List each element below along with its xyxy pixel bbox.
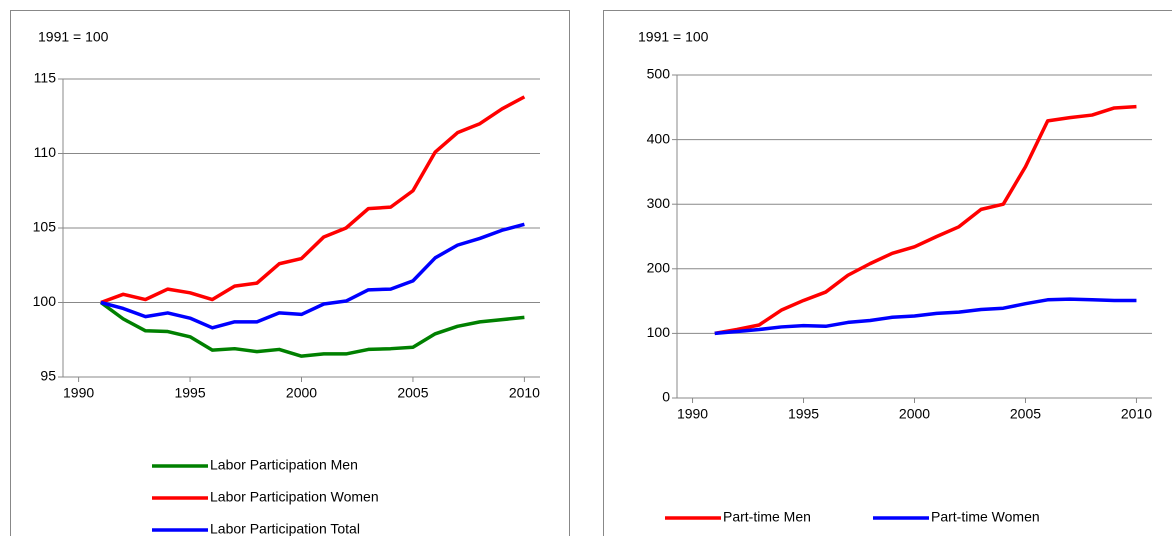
legend-label: Part-time Men (723, 509, 811, 525)
series-line (714, 104, 1137, 336)
legend-label: Labor Participation Men (210, 457, 358, 473)
x-tick-label: 2005 (397, 385, 428, 401)
chart-frame (10, 10, 570, 536)
legend-label: Labor Participation Total (210, 521, 360, 536)
x-tick-label: 1990 (63, 385, 94, 401)
x-tick-label: 2010 (509, 385, 540, 401)
x-tick-label: 1995 (788, 406, 819, 422)
y-tick-label: 500 (647, 66, 671, 82)
x-tick-label: 1995 (174, 385, 205, 401)
legend-label: Part-time Women (931, 509, 1040, 525)
x-tick-label: 2000 (286, 385, 317, 401)
x-tick-label: 2010 (1121, 406, 1152, 422)
legend-label: Labor Participation Women (210, 489, 379, 505)
y-tick-label: 100 (647, 324, 671, 340)
y-tick-label: 95 (40, 368, 56, 384)
y-tick-label: 200 (647, 260, 671, 276)
y-tick-label: 300 (647, 195, 671, 211)
y-axis-label: 1991 = 100 (638, 29, 709, 45)
y-tick-label: 110 (34, 144, 57, 160)
y-axis-label: 1991 = 100 (38, 29, 109, 45)
chart-frame (603, 10, 1172, 536)
x-tick-label: 1990 (677, 406, 708, 422)
series-line (99, 301, 525, 358)
y-tick-label: 105 (33, 219, 57, 235)
y-tick-label: 0 (662, 389, 670, 405)
y-tick-label: 115 (34, 70, 57, 86)
series-line (714, 297, 1137, 336)
y-tick-label: 400 (647, 130, 671, 146)
x-tick-label: 2005 (1010, 406, 1041, 422)
y-tick-label: 100 (33, 293, 57, 309)
series-line (100, 95, 526, 305)
series-line (100, 222, 525, 330)
x-tick-label: 2000 (899, 406, 930, 422)
